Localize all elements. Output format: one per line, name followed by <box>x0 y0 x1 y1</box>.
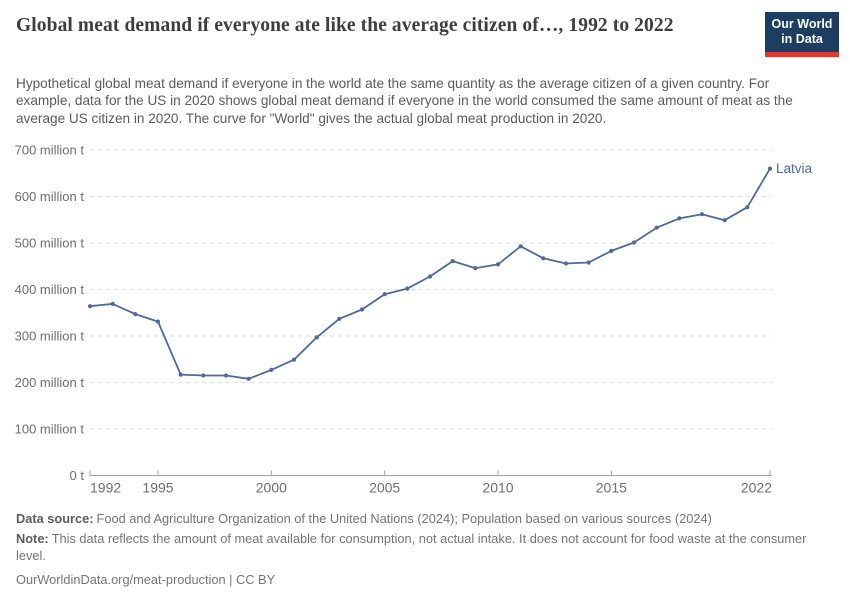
data-point[interactable] <box>337 316 342 321</box>
data-point[interactable] <box>631 240 637 245</box>
data-source-row: Data source: Food and Agriculture Organiz… <box>16 510 834 528</box>
data-point[interactable] <box>699 212 705 217</box>
x-axis-tick-label: 1992 <box>90 480 121 496</box>
data-point[interactable] <box>133 312 138 317</box>
data-point[interactable] <box>246 376 251 381</box>
data-point[interactable] <box>110 301 115 306</box>
y-axis-tick-label: 500 million t <box>15 236 85 251</box>
series-line-latvia[interactable] <box>89 167 771 380</box>
owid-logo-line1: Our World <box>771 17 833 31</box>
data-point[interactable] <box>269 367 274 372</box>
data-source-text: Food and Agriculture Organization of the… <box>96 511 712 526</box>
y-axis-tick-label: 400 million t <box>15 282 85 297</box>
data-point[interactable] <box>654 225 659 230</box>
data-point[interactable] <box>314 335 319 340</box>
owid-logo-line2: in Data <box>781 32 823 47</box>
data-point[interactable] <box>586 260 591 265</box>
chart-footer: Data source: Food and Agriculture Organiz… <box>16 510 834 591</box>
data-point[interactable] <box>87 304 93 309</box>
data-point[interactable] <box>427 274 433 279</box>
data-point[interactable] <box>155 319 161 324</box>
data-point[interactable] <box>382 292 387 297</box>
x-axis-tick-label: 1995 <box>142 480 173 496</box>
data-point[interactable] <box>178 372 183 377</box>
note-label: Note: <box>16 530 49 546</box>
series-label-latvia[interactable]: Latvia <box>776 161 813 176</box>
y-axis-tick-label: 700 million t <box>15 143 85 158</box>
owid-logo[interactable]: Our World in Data <box>765 12 839 57</box>
note-text: This data reflects the amount of meat av… <box>16 530 807 564</box>
x-axis-tick-label: 2015 <box>596 480 627 496</box>
y-axis-tick-label: 300 million t <box>15 329 85 344</box>
page-title: Global meat demand if everyone ate like … <box>16 15 674 36</box>
data-point[interactable] <box>405 286 410 291</box>
data-point[interactable] <box>223 373 229 378</box>
data-point[interactable] <box>473 266 478 271</box>
data-point[interactable] <box>563 261 569 266</box>
data-point[interactable] <box>609 248 614 253</box>
data-point[interactable] <box>722 218 727 223</box>
x-axis-tick-label: 2005 <box>369 480 400 496</box>
note-row: Note: This data reflects the amount of me… <box>16 530 834 565</box>
data-point[interactable] <box>541 256 546 261</box>
data-point[interactable] <box>495 262 501 267</box>
x-axis-tick-label: 2000 <box>256 480 287 496</box>
chart-subtitle: Hypothetical global meat demand if every… <box>16 76 793 126</box>
data-point[interactable] <box>518 244 523 249</box>
data-point[interactable] <box>677 216 682 221</box>
data-point[interactable] <box>745 205 750 210</box>
y-axis-tick-label: 600 million t <box>15 189 85 204</box>
data-point[interactable] <box>767 166 773 171</box>
data-point[interactable] <box>359 307 365 312</box>
data-point[interactable] <box>450 259 455 264</box>
x-axis-tick-label: 2022 <box>741 480 772 496</box>
y-axis-tick-label: 0 t <box>70 468 85 483</box>
y-axis-tick-label: 200 million t <box>15 375 85 390</box>
x-axis-tick-label: 2010 <box>482 480 513 496</box>
y-axis-tick-label: 100 million t <box>15 422 85 437</box>
data-point[interactable] <box>201 373 206 378</box>
data-point[interactable] <box>291 357 297 362</box>
data-source-label: Data source: <box>16 511 94 526</box>
chart-canvas: 0 t 100 million t 200 million t 300 million… <box>15 143 813 496</box>
citation-link[interactable]: OurWorldinData.org/meat-production | CC … <box>16 571 276 587</box>
